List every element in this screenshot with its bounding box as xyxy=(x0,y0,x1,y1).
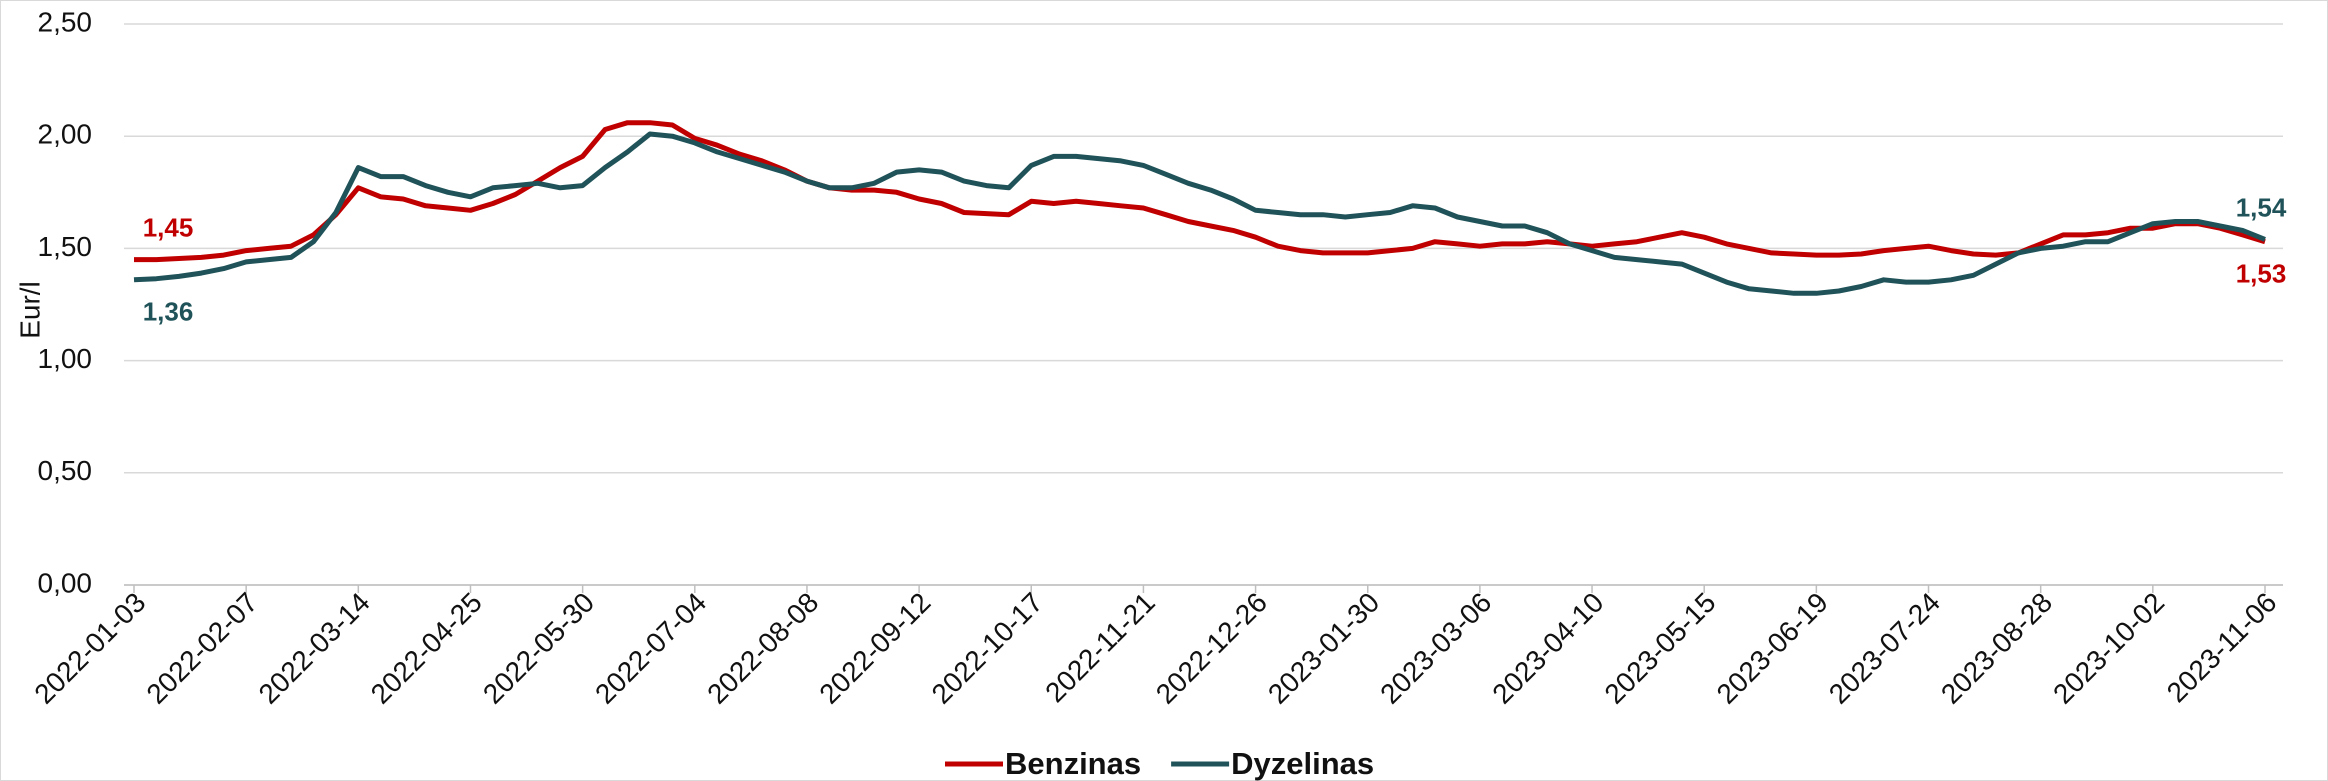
legend-label: Dyzelinas xyxy=(1231,746,1374,781)
data-label: 1,36 xyxy=(143,297,194,327)
legend-label: Benzinas xyxy=(1005,746,1141,781)
y-tick-label: 2,00 xyxy=(38,119,93,150)
series-line xyxy=(134,120,2266,263)
y-tick-label: 2,50 xyxy=(38,6,93,37)
data-label: 1,53 xyxy=(2236,259,2287,289)
series-line xyxy=(133,131,2266,296)
data-label: 1,54 xyxy=(2236,192,2287,222)
y-tick-label: 0,00 xyxy=(38,567,93,598)
y-tick-label: 1,00 xyxy=(38,343,93,374)
y-tick-label: 1,50 xyxy=(38,231,93,262)
data-label: 1,45 xyxy=(143,212,194,242)
y-tick-label: 0,50 xyxy=(38,455,93,486)
y-axis-label: Eur/l xyxy=(14,281,45,339)
